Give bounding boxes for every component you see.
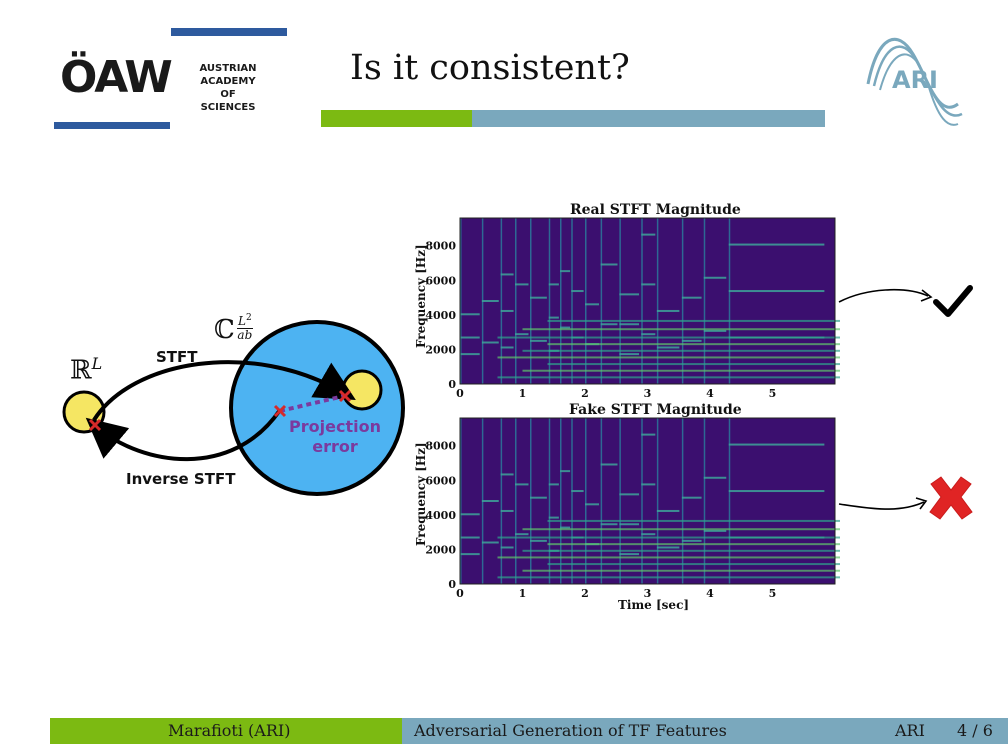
fake-spectrogram-title: Fake STFT Magnitude: [569, 402, 742, 418]
spectrogram-image: [460, 418, 835, 584]
x-tick-label: 2: [581, 587, 589, 598]
oaw-subtitle-line: ACADEMY OF: [200, 76, 256, 100]
slide-title: Is it consistent?: [350, 48, 630, 88]
real-verdict-arrow: [838, 285, 973, 317]
complex-space-circle: [229, 320, 405, 496]
y-tick-label: 0: [448, 378, 456, 391]
oaw-subtitle-line: SCIENCES: [200, 102, 256, 113]
title-underline-green: [321, 110, 472, 127]
spectrogram-image: [460, 218, 835, 384]
fake-spectrogram: 0 2000 4000 6000 8000 0 1 2 3 4 5: [425, 417, 840, 598]
inverse-stft-arrow: [85, 408, 282, 462]
footer-talk-title: Adversarial Generation of TF Features: [414, 721, 727, 740]
real-space-label: ℝL: [70, 354, 103, 386]
stft-diagram: [62, 320, 405, 496]
x-tick-label: 2: [581, 387, 589, 398]
title-underline-blue: [472, 110, 825, 127]
x-tick-label: 5: [769, 387, 777, 398]
footer-page-number: 4 / 6: [957, 721, 993, 740]
x-tick-label: 1: [519, 387, 527, 398]
projection-error-line: [279, 394, 345, 413]
footer-left-bar: [50, 718, 402, 744]
y-tick-label: 6000: [425, 474, 456, 487]
oaw-logo-top-bar: [171, 28, 287, 36]
x-tick-label: 4: [706, 387, 714, 398]
consistent-set-circle: [341, 369, 383, 411]
real-point-cross: [88, 418, 102, 432]
x-tick-label: 4: [706, 587, 714, 598]
y-tick-label: 8000: [425, 440, 456, 453]
oaw-logo: [54, 36, 287, 122]
y-tick-label: 6000: [425, 274, 456, 287]
x-tick-label: 1: [519, 587, 527, 598]
inverse-stft-label: Inverse STFT: [126, 470, 236, 488]
projection-end-cross: [338, 389, 352, 403]
y-tick-label: 8000: [425, 240, 456, 253]
footer-right-bar: [402, 718, 1008, 744]
y-tick-label: 0: [448, 578, 456, 591]
oaw-subtitle-line: AUSTRIAN: [199, 63, 257, 74]
fake-verdict-arrow: [838, 476, 973, 520]
projection-error-label: Projection error: [289, 417, 381, 456]
ari-logo: ARI: [866, 37, 963, 126]
oaw-logo-bottom-bar: [54, 122, 170, 129]
x-axis-label: Time [sec]: [618, 598, 690, 612]
cross-mark-icon: [929, 476, 973, 520]
real-spectrogram: 0 2000 4000 6000 8000 0 1 2 3 4 5: [425, 217, 840, 398]
x-tick-label: 0: [456, 587, 464, 598]
stft-arrow: [92, 360, 356, 422]
y-tick-label: 2000: [425, 343, 456, 356]
footer-institute: ARI: [895, 721, 925, 740]
real-spectrogram-title: Real STFT Magnitude: [570, 202, 741, 218]
x-tick-label: 5: [769, 587, 777, 598]
complex-space-exponent: L2 ab: [237, 313, 253, 342]
footer-author: Marafioti (ARI): [168, 721, 291, 740]
ari-logo-text: ARI: [892, 66, 938, 94]
y-tick-label: 2000: [425, 543, 456, 556]
projection-start-cross: [273, 404, 287, 418]
stft-label: STFT: [156, 348, 198, 366]
y-tick-label: 4000: [425, 309, 456, 322]
x-tick-label: 3: [644, 387, 652, 398]
complex-space-label: ℂ: [214, 315, 235, 345]
y-tick-label: 4000: [425, 509, 456, 522]
x-tick-label: 0: [456, 387, 464, 398]
oaw-logo-subtitle: AUSTRIAN ACADEMY OF SCIENCES: [192, 62, 264, 114]
oaw-logo-letters: ÖAW: [60, 52, 173, 103]
check-mark-icon: [933, 285, 973, 317]
x-tick-label: 3: [644, 587, 652, 598]
